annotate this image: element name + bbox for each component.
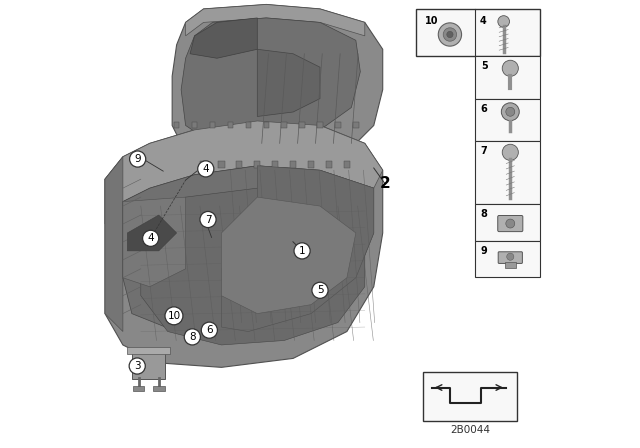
FancyBboxPatch shape	[290, 161, 296, 168]
FancyBboxPatch shape	[335, 122, 340, 128]
Text: 2B0044: 2B0044	[450, 425, 490, 435]
Polygon shape	[127, 347, 170, 354]
Circle shape	[502, 144, 518, 160]
Text: 10: 10	[425, 16, 439, 26]
FancyBboxPatch shape	[423, 372, 517, 421]
Text: 4: 4	[480, 16, 486, 26]
Text: 7: 7	[205, 215, 211, 224]
Circle shape	[130, 151, 146, 167]
Text: 8: 8	[189, 332, 196, 342]
FancyBboxPatch shape	[475, 204, 540, 241]
Polygon shape	[257, 49, 320, 116]
Circle shape	[198, 161, 214, 177]
Polygon shape	[141, 188, 365, 345]
FancyBboxPatch shape	[344, 161, 350, 168]
Text: 9: 9	[481, 246, 488, 256]
Polygon shape	[186, 4, 365, 36]
FancyBboxPatch shape	[505, 262, 516, 268]
Text: 6: 6	[481, 104, 488, 114]
Circle shape	[143, 230, 159, 246]
Circle shape	[507, 253, 514, 260]
Circle shape	[294, 243, 310, 259]
Text: 5: 5	[481, 61, 488, 71]
FancyBboxPatch shape	[475, 99, 540, 141]
FancyBboxPatch shape	[353, 122, 358, 128]
Text: 2: 2	[380, 176, 390, 191]
Text: 3: 3	[134, 361, 141, 371]
Circle shape	[501, 103, 519, 121]
Polygon shape	[123, 197, 186, 287]
Circle shape	[506, 107, 515, 116]
FancyBboxPatch shape	[153, 386, 164, 391]
FancyBboxPatch shape	[200, 161, 207, 168]
Text: 1: 1	[299, 246, 305, 256]
Polygon shape	[127, 215, 177, 251]
Polygon shape	[123, 166, 374, 332]
FancyBboxPatch shape	[282, 122, 287, 128]
Text: 5: 5	[317, 285, 323, 295]
FancyBboxPatch shape	[475, 56, 540, 99]
Circle shape	[201, 322, 218, 338]
Polygon shape	[221, 166, 374, 332]
Circle shape	[498, 16, 509, 27]
Text: 8: 8	[481, 209, 488, 219]
Circle shape	[443, 28, 457, 41]
Text: 10: 10	[168, 311, 180, 321]
FancyBboxPatch shape	[218, 161, 225, 168]
FancyBboxPatch shape	[272, 161, 278, 168]
Polygon shape	[190, 18, 257, 58]
FancyBboxPatch shape	[254, 161, 260, 168]
Text: 9: 9	[134, 154, 141, 164]
Circle shape	[312, 282, 328, 298]
Polygon shape	[132, 352, 165, 379]
FancyBboxPatch shape	[498, 252, 522, 263]
FancyBboxPatch shape	[498, 215, 523, 232]
Circle shape	[447, 31, 453, 38]
FancyBboxPatch shape	[228, 122, 233, 128]
FancyBboxPatch shape	[246, 122, 251, 128]
Text: 4: 4	[147, 233, 154, 243]
Polygon shape	[105, 121, 383, 224]
FancyBboxPatch shape	[132, 386, 145, 391]
Polygon shape	[105, 121, 383, 367]
Polygon shape	[105, 157, 123, 332]
Circle shape	[200, 211, 216, 228]
FancyBboxPatch shape	[317, 122, 323, 128]
Text: 4: 4	[202, 164, 209, 174]
FancyBboxPatch shape	[475, 241, 540, 277]
FancyBboxPatch shape	[475, 141, 540, 204]
FancyBboxPatch shape	[326, 161, 332, 168]
Text: 7: 7	[481, 146, 488, 156]
Circle shape	[506, 219, 515, 228]
FancyBboxPatch shape	[264, 122, 269, 128]
FancyBboxPatch shape	[300, 122, 305, 128]
Text: 6: 6	[206, 325, 212, 335]
Circle shape	[184, 329, 200, 345]
Circle shape	[165, 307, 183, 325]
Circle shape	[129, 358, 145, 374]
Circle shape	[502, 60, 518, 77]
Polygon shape	[172, 4, 383, 166]
FancyBboxPatch shape	[236, 161, 243, 168]
Circle shape	[438, 23, 461, 46]
FancyBboxPatch shape	[417, 9, 540, 56]
Polygon shape	[181, 18, 360, 143]
FancyBboxPatch shape	[192, 122, 197, 128]
FancyBboxPatch shape	[210, 122, 215, 128]
Polygon shape	[221, 197, 356, 314]
FancyBboxPatch shape	[308, 161, 314, 168]
FancyBboxPatch shape	[174, 122, 179, 128]
